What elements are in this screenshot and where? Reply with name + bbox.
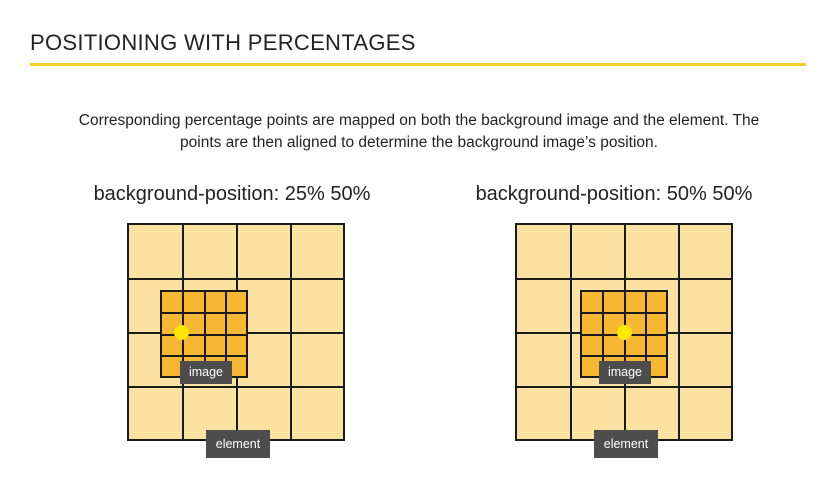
alignment-point xyxy=(617,325,632,340)
image-label: image xyxy=(180,361,232,384)
grid-line xyxy=(517,278,731,280)
element-label: element xyxy=(594,430,658,458)
image-grid-line xyxy=(162,312,246,314)
description: Corresponding percentage points are mapp… xyxy=(78,112,760,151)
grid-line xyxy=(517,386,731,388)
image-grid-line xyxy=(162,355,246,357)
image-grid-line xyxy=(162,334,246,336)
element-grid: image element xyxy=(515,223,733,458)
diagram-caption: background-position: 50% 50% xyxy=(475,183,753,205)
grid-line xyxy=(129,278,343,280)
diagram-caption: background-position: 25% 50% xyxy=(93,183,371,205)
alignment-point xyxy=(174,325,189,340)
grid-line xyxy=(129,386,343,388)
title-rule xyxy=(30,63,806,66)
image-grid-line xyxy=(582,355,666,357)
page-title: POSITIONING WITH PERCENTAGES xyxy=(30,30,416,55)
image-label: image xyxy=(599,361,651,384)
element-grid: image element xyxy=(127,223,345,458)
image-grid-line xyxy=(582,312,666,314)
element-label: element xyxy=(206,430,270,458)
